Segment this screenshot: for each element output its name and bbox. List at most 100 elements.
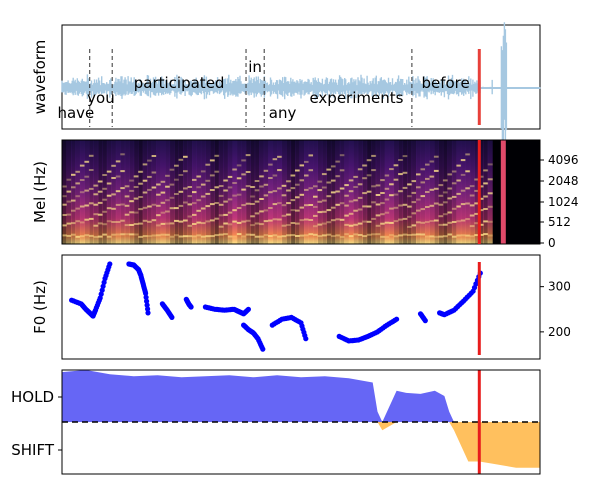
mel-harmonic: [192, 223, 197, 225]
mel-harmonic: [286, 224, 292, 226]
mel-harmonic: [250, 224, 256, 227]
mel-harmonic: [169, 235, 175, 238]
mel-harmonic: [66, 178, 72, 181]
mel-harmonic: [133, 197, 139, 200]
mel-harmonic: [241, 204, 247, 207]
mel-harmonic: [245, 219, 251, 222]
mel-harmonic: [178, 204, 184, 207]
mel-harmonic: [62, 224, 67, 227]
mel-column: [102, 140, 108, 244]
mel-harmonic: [106, 170, 112, 173]
mel-harmonic: [75, 195, 81, 198]
mel-harmonic: [71, 199, 76, 202]
mel-harmonic: [326, 195, 332, 198]
mel-harmonic: [353, 186, 359, 188]
mel-harmonic: [169, 222, 175, 225]
mel-harmonic: [447, 221, 453, 224]
mel-harmonic: [200, 222, 206, 225]
mel-column: [93, 140, 99, 244]
mel-harmonic: [474, 234, 480, 237]
mel-harmonic: [420, 195, 426, 198]
mel-harmonic: [97, 235, 103, 238]
mel-harmonic: [362, 177, 368, 180]
mel-harmonic: [295, 222, 300, 225]
f0-point: [145, 306, 151, 312]
mel-harmonic: [353, 199, 359, 202]
mel-harmonic: [259, 198, 265, 200]
mel-harmonic: [133, 186, 139, 188]
mel-harmonic: [357, 196, 363, 199]
mel-harmonic: [487, 234, 493, 237]
mel-harmonic: [326, 233, 332, 236]
mel-harmonic: [398, 190, 404, 193]
mel-harmonic: [420, 181, 426, 184]
mel-column: [79, 140, 85, 244]
f0-point: [169, 314, 175, 320]
mel-column: [106, 140, 112, 244]
mel-column: [451, 140, 457, 244]
mel-harmonic: [223, 189, 229, 192]
mel-harmonic: [429, 175, 435, 178]
mel-harmonic: [304, 188, 309, 191]
mel-harmonic: [196, 186, 202, 189]
mel-harmonic: [106, 207, 112, 210]
mel-harmonic: [281, 235, 287, 238]
mel-column: [129, 140, 135, 244]
mel-harmonic: [317, 200, 323, 203]
mel-harmonic: [375, 233, 381, 236]
mel-column: [75, 140, 81, 244]
mel-harmonic: [402, 155, 408, 158]
mel-harmonic: [156, 224, 162, 227]
mel-column: [371, 140, 377, 244]
mel-harmonic: [362, 220, 368, 223]
mel-harmonic: [124, 204, 130, 207]
mel-harmonic: [286, 234, 292, 237]
f0-point: [260, 346, 266, 352]
turn-axes: [61, 369, 541, 475]
mel-harmonic: [451, 195, 457, 198]
mel-harmonic: [442, 235, 448, 238]
mel-harmonic: [362, 164, 368, 167]
mel-harmonic: [250, 203, 256, 205]
mel-harmonic: [79, 179, 85, 181]
mel-column: [263, 140, 269, 244]
mel-harmonic: [165, 210, 171, 213]
mel-column: [416, 140, 421, 244]
f0-panel: 200 300 F0 (Hz): [31, 254, 571, 360]
mel-harmonic: [317, 180, 323, 183]
mel-harmonic: [111, 193, 117, 196]
mel-harmonic: [97, 222, 103, 225]
mel-column: [286, 140, 292, 244]
mel-harmonic: [313, 195, 318, 198]
mel-harmonic: [380, 179, 386, 182]
f0-point: [144, 298, 150, 304]
mel-harmonic: [384, 235, 390, 238]
mel-harmonic: [169, 196, 175, 199]
mel-harmonic: [295, 235, 300, 237]
mel-harmonic: [411, 201, 417, 204]
mel-harmonic: [407, 225, 413, 228]
mel-harmonic: [483, 220, 489, 223]
mel-harmonic: [102, 210, 108, 213]
mel-harmonic: [263, 209, 269, 212]
mel-harmonic: [357, 183, 363, 186]
mel-harmonic: [304, 234, 309, 237]
mel-harmonic: [209, 189, 215, 191]
mel-harmonic: [156, 214, 162, 217]
mel-column: [254, 140, 260, 244]
mel-column: [223, 140, 229, 244]
mel-harmonic: [218, 194, 224, 197]
mel-harmonic: [447, 173, 453, 176]
mel-harmonic: [250, 215, 256, 218]
mel-harmonic: [465, 187, 471, 190]
mel-harmonic: [384, 198, 390, 201]
mel-harmonic: [133, 223, 139, 225]
mel-harmonic: [326, 168, 332, 171]
mel-harmonic: [160, 222, 166, 225]
mel-harmonic: [120, 153, 126, 156]
mel-harmonic: [183, 235, 188, 238]
mel-harmonic: [348, 190, 354, 193]
mel-column: [245, 140, 251, 244]
mel-column: [308, 140, 314, 244]
mel-harmonic: [474, 212, 480, 215]
